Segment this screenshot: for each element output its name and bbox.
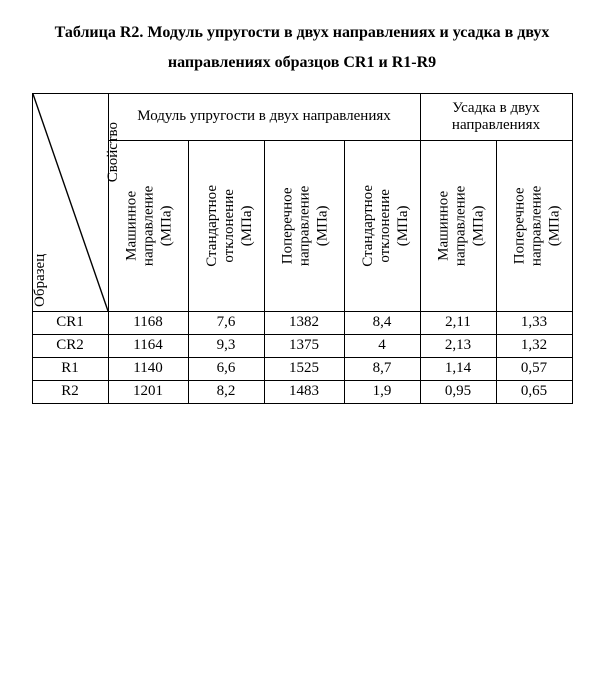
cell: 2,11: [420, 311, 496, 334]
row-label: R1: [32, 357, 108, 380]
table-row: CR2 1164 9,3 1375 4 2,13 1,32: [32, 334, 572, 357]
table-row: R1 1140 6,6 1525 8,7 1,14 0,57: [32, 357, 572, 380]
cell: 1164: [108, 334, 188, 357]
cell: 8,7: [344, 357, 420, 380]
col-header: Поперечноенаправление(МПа): [496, 140, 572, 311]
cell: 9,3: [188, 334, 264, 357]
cell: 1,32: [496, 334, 572, 357]
data-table: Свойство Образец Модуль упругости в двух…: [32, 93, 573, 404]
cell: 1140: [108, 357, 188, 380]
col-header: Поперечноенаправление(МПа): [264, 140, 344, 311]
cell: 8,2: [188, 380, 264, 403]
cell: 1201: [108, 380, 188, 403]
table-body: CR1 1168 7,6 1382 8,4 2,11 1,33 CR2 1164…: [32, 311, 572, 403]
table-title: Таблица R2. Модуль упругости в двух напр…: [40, 18, 564, 79]
cell: 0,95: [420, 380, 496, 403]
row-label: CR2: [32, 334, 108, 357]
cell: 1,14: [420, 357, 496, 380]
col-header: Стандартноеотклонение(МПа): [188, 140, 264, 311]
corner-top-label: Свойство: [106, 122, 123, 182]
cell: 0,57: [496, 357, 572, 380]
corner-header: Свойство Образец: [32, 93, 108, 311]
row-label: CR1: [32, 311, 108, 334]
cell: 1525: [264, 357, 344, 380]
cell: 1382: [264, 311, 344, 334]
row-label: R2: [32, 380, 108, 403]
group-header-shrinkage: Усадка в двухнаправлениях: [420, 93, 572, 140]
cell: 0,65: [496, 380, 572, 403]
cell: 1,33: [496, 311, 572, 334]
cell: 4: [344, 334, 420, 357]
cell: 2,13: [420, 334, 496, 357]
cell: 8,4: [344, 311, 420, 334]
cell: 1168: [108, 311, 188, 334]
table-row: R2 1201 8,2 1483 1,9 0,95 0,65: [32, 380, 572, 403]
table-row: CR1 1168 7,6 1382 8,4 2,11 1,33: [32, 311, 572, 334]
cell: 1483: [264, 380, 344, 403]
col-header: Стандартноеотклонение(МПа): [344, 140, 420, 311]
cell: 1375: [264, 334, 344, 357]
col-header: Машинноенаправление(МПа): [420, 140, 496, 311]
cell: 6,6: [188, 357, 264, 380]
cell: 1,9: [344, 380, 420, 403]
cell: 7,6: [188, 311, 264, 334]
group-header-modulus: Модуль упругости в двух направлениях: [108, 93, 420, 140]
corner-bottom-label: Образец: [32, 254, 49, 307]
